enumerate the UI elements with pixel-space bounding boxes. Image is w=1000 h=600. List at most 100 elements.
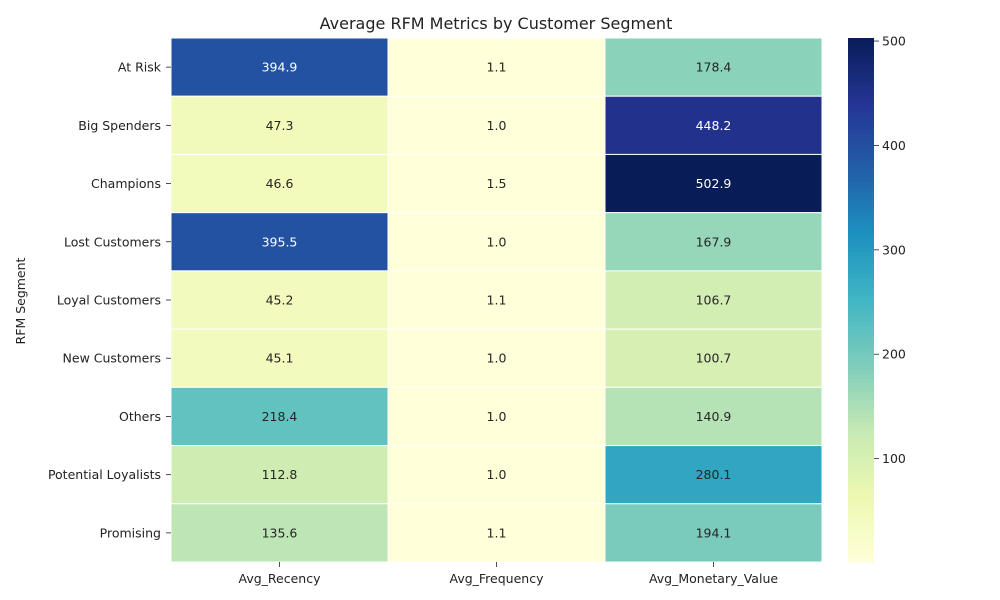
colorbar-segment (848, 343, 874, 349)
colorbar-tick-label: 100 (882, 451, 906, 466)
colorbar-segment (848, 444, 874, 450)
heatmap-cell (604, 270, 823, 330)
cell-value-label: 167.9 (696, 234, 732, 249)
colorbar-segment (848, 321, 874, 327)
colorbar-segment (848, 51, 874, 57)
heatmap-cell (170, 270, 389, 330)
cell-value-label: 394.9 (262, 60, 298, 75)
colorbar-segment (848, 208, 874, 214)
colorbar-segment (848, 120, 874, 126)
colorbar-segment (848, 243, 874, 249)
colorbar-segment (848, 487, 874, 493)
colorbar-segment (848, 374, 874, 380)
colorbar-segment (848, 151, 874, 157)
heatmap-cell (604, 212, 823, 272)
cell-value-label: 218.4 (262, 409, 298, 424)
colorbar-segment (848, 496, 874, 502)
colorbar-segment (848, 256, 874, 262)
colorbar-segment (848, 540, 874, 546)
colorbar-segment (848, 304, 874, 310)
cell-value-label: 112.8 (262, 467, 298, 482)
colorbar-segment (848, 230, 874, 236)
cell-value-label: 1.1 (487, 60, 507, 75)
heatmap-cell (604, 386, 823, 447)
colorbar-segment (848, 195, 874, 201)
colorbar-segment (848, 134, 874, 140)
colorbar-segment (848, 348, 874, 353)
chart-title: Average RFM Metrics by Customer Segment (320, 14, 673, 33)
row-tick-label: Potential Loyalists (48, 467, 161, 482)
colorbar-segment (848, 138, 874, 144)
colorbar-segment (848, 461, 874, 467)
colorbar-segment (848, 396, 874, 402)
heatmap-cell (170, 445, 389, 505)
colorbar-segment (848, 505, 874, 511)
heatmap-cell (387, 37, 606, 97)
heatmap-cell (604, 95, 823, 155)
colorbar-segment (848, 46, 874, 52)
heatmap-cells: 394.9 1.1 178.4 47.3 1.0 448.2 46.6 1.5 502.9 395… (170, 37, 823, 563)
heatmap-cell (604, 503, 823, 563)
colorbar-segment (848, 409, 874, 415)
cell-value-label: 448.2 (696, 118, 732, 133)
colorbar-segment (848, 221, 874, 227)
colorbar-segment (848, 387, 874, 393)
colorbar-segment (848, 422, 874, 428)
colorbar-segment (848, 317, 874, 323)
row-tick-label: Others (119, 409, 161, 424)
colorbar-segment (848, 382, 874, 388)
colorbar-segment (848, 125, 874, 131)
colorbar-segment (848, 59, 874, 65)
cell-value-label: 1.0 (487, 409, 507, 424)
colorbar-tick-label: 400 (882, 138, 906, 153)
colorbar-segment (848, 155, 874, 161)
colorbar-segment (848, 452, 874, 458)
colorbar-segment (848, 225, 874, 231)
colorbar-segment (848, 535, 874, 541)
colorbar-segment (848, 553, 874, 559)
colorbar-segment (848, 77, 874, 83)
colorbar-segment (848, 278, 874, 284)
colorbar-segment (848, 513, 874, 519)
colorbar-segment (848, 431, 874, 436)
cell-value-label: 47.3 (266, 118, 294, 133)
cell-value-label: 1.1 (487, 525, 507, 540)
colorbar-segment (848, 483, 874, 489)
colorbar-segment (848, 238, 874, 244)
row-tick-label: Promising (100, 525, 161, 540)
colorbar-segment (848, 42, 874, 48)
colorbar-segment (848, 426, 874, 432)
colorbar-segment (848, 217, 874, 222)
cell-value-label: 178.4 (696, 60, 732, 75)
colorbar-segment (848, 448, 874, 454)
heatmap-cell (387, 445, 606, 505)
heatmap-cell (387, 270, 606, 330)
cell-value-label: 502.9 (696, 176, 732, 191)
heatmap-cell (170, 37, 389, 97)
colorbar-segment (848, 330, 874, 336)
cell-value-label: 280.1 (696, 467, 732, 482)
colorbar-segment (848, 356, 874, 362)
colorbar-tick-label: 200 (882, 347, 906, 362)
colorbar-tick-label: 300 (882, 242, 906, 257)
heatmap-cell (170, 95, 389, 155)
colorbar-segment (848, 273, 874, 279)
heatmap-cell (170, 386, 389, 447)
cell-value-label: 194.1 (696, 525, 732, 540)
colorbar-segment (848, 492, 874, 498)
colorbar-segment (848, 313, 874, 319)
cell-value-label: 1.5 (487, 176, 507, 191)
colorbar-segment (848, 391, 874, 397)
colorbar: 100 200 300 400 500 (848, 34, 906, 563)
colorbar-segment (848, 413, 874, 419)
colorbar-segment (848, 308, 874, 314)
row-tick-label: Lost Customers (64, 234, 161, 249)
cell-value-label: 100.7 (696, 351, 732, 366)
row-tick-label: Big Spenders (78, 118, 161, 133)
colorbar-segment (848, 509, 874, 515)
colorbar-segment (848, 72, 874, 78)
cell-value-label: 1.0 (487, 234, 507, 249)
heatmap-cell (387, 386, 606, 447)
colorbar-segment (848, 544, 874, 550)
colorbar-segment (848, 86, 874, 91)
